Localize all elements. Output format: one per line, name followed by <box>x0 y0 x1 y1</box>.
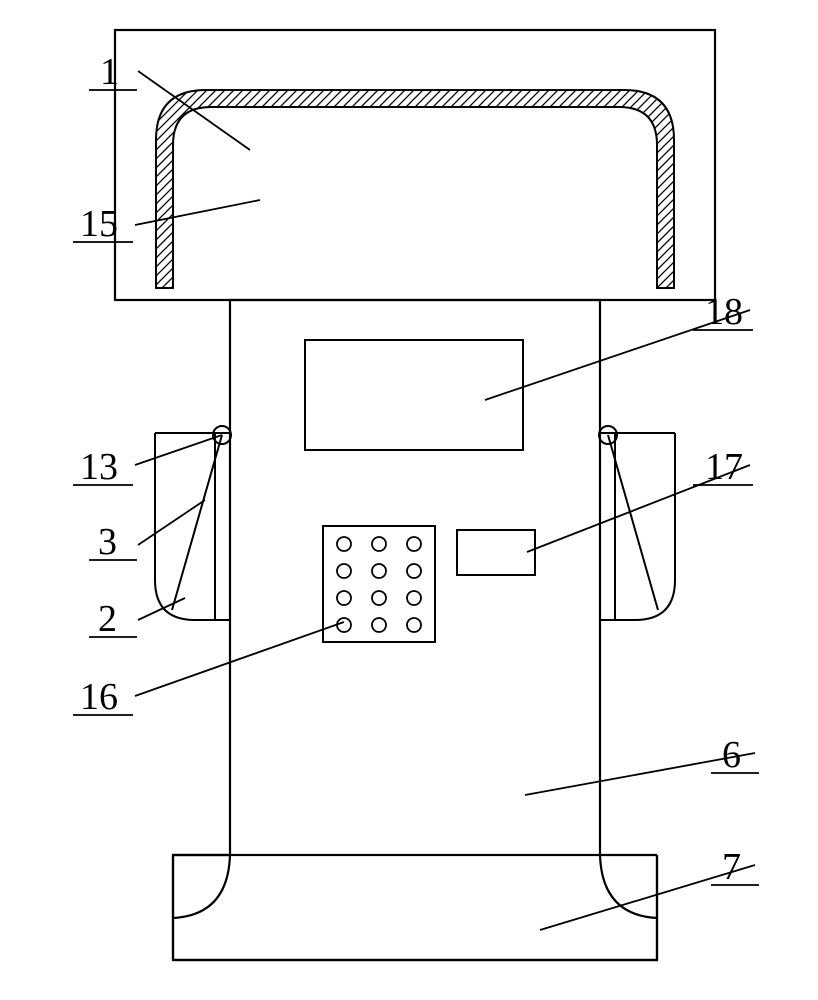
base-foot <box>173 855 657 960</box>
label-15: 15 <box>80 202 118 246</box>
leader-3 <box>138 500 205 545</box>
label-3: 3 <box>98 520 117 564</box>
label-16: 16 <box>80 675 118 719</box>
leader-15 <box>135 200 260 225</box>
display-panel <box>305 340 523 450</box>
screen-bezel <box>156 90 674 288</box>
label-6: 6 <box>722 733 741 777</box>
label-17: 17 <box>705 445 743 489</box>
leader-6 <box>525 753 755 795</box>
label-2: 2 <box>98 597 117 641</box>
label-1: 1 <box>100 50 119 94</box>
leader-13 <box>135 435 222 465</box>
label-18: 18 <box>705 290 743 334</box>
leader-1 <box>138 71 250 150</box>
leader-16 <box>135 622 344 696</box>
keypad <box>323 526 435 642</box>
label-7: 7 <box>722 845 741 889</box>
technical-diagram <box>0 0 818 1000</box>
top-housing <box>115 30 715 300</box>
card-slot <box>457 530 535 575</box>
label-13: 13 <box>80 445 118 489</box>
keypad-buttons <box>337 537 421 632</box>
right-nozzle-holder <box>600 433 675 620</box>
